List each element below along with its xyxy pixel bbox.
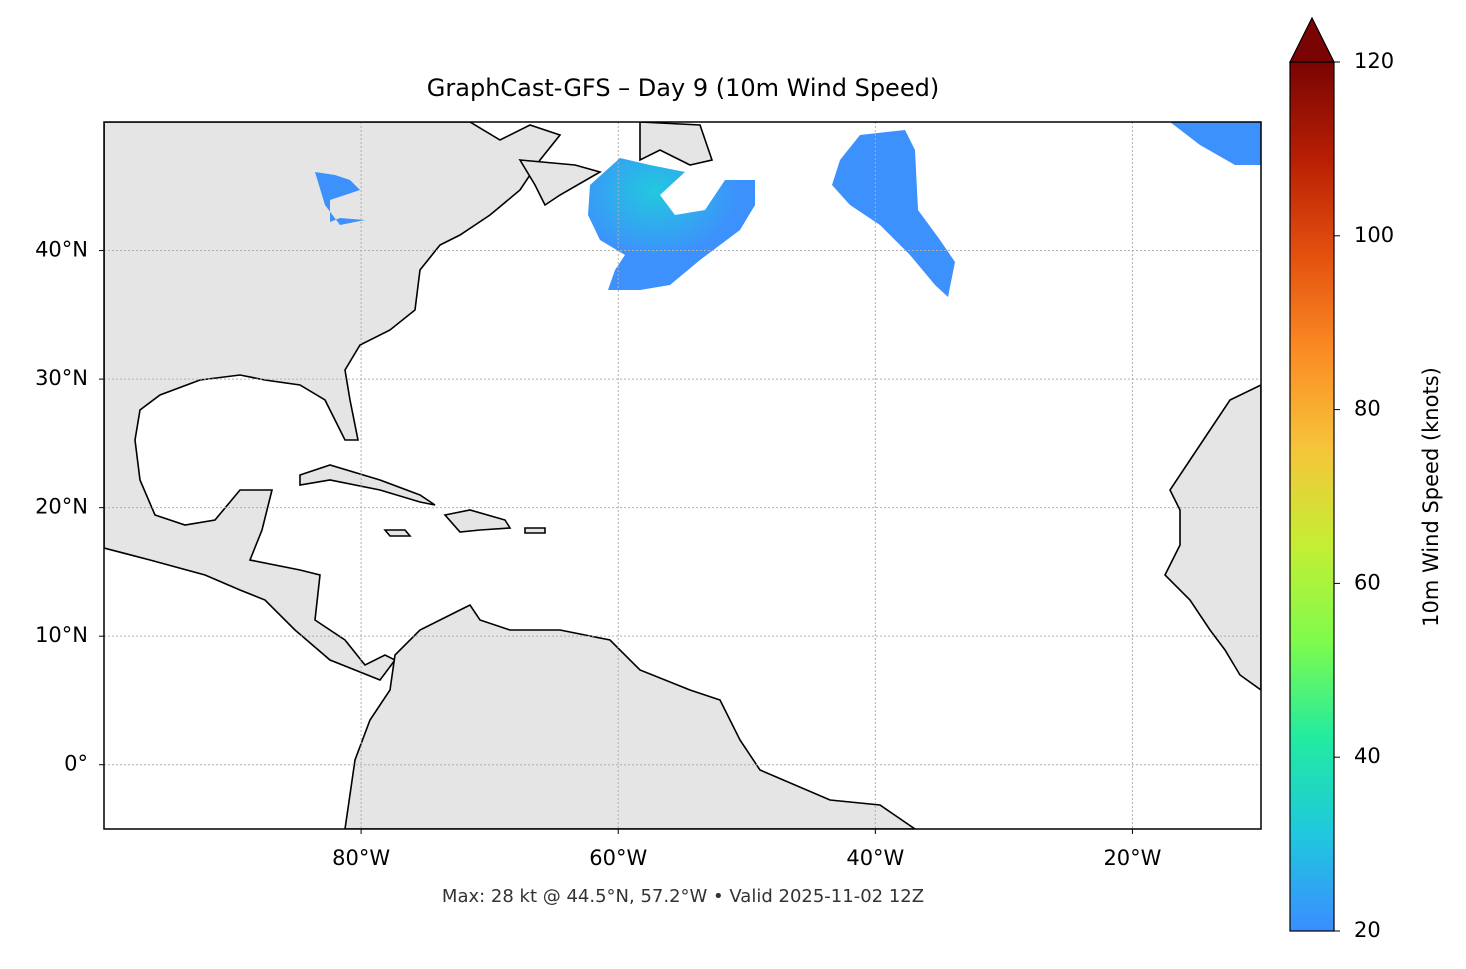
south-america	[344, 603, 917, 829]
chart-title: GraphCast-GFS – Day 9 (10m Wind Speed)	[427, 74, 939, 102]
colorbar-tick-label: 20	[1354, 918, 1381, 942]
y-tick-label: 10°N	[35, 623, 88, 647]
colorbar-tick-label: 120	[1354, 49, 1394, 73]
y-tick-label: 40°N	[35, 238, 88, 262]
colorbar	[1289, 61, 1335, 932]
jamaica	[383, 529, 412, 537]
footer-note: Max: 28 kt @ 44.5°N, 57.2°W • Valid 2025…	[442, 886, 924, 907]
wind-area	[832, 130, 955, 297]
hispaniola	[443, 509, 512, 533]
north-america	[104, 122, 562, 681]
colorbar-tick-label: 100	[1354, 223, 1394, 247]
x-tick-label: 20°W	[1103, 846, 1161, 870]
africa	[1164, 384, 1261, 691]
y-tick-label: 20°N	[35, 495, 88, 519]
map-area	[104, 122, 1261, 829]
nova-scotia	[518, 159, 603, 207]
y-tick-label: 30°N	[35, 366, 88, 390]
puerto-rico	[524, 527, 546, 534]
colorbar-extend	[1289, 16, 1335, 63]
wind-area	[1170, 122, 1261, 165]
x-tick-label: 60°W	[589, 846, 647, 870]
cuba	[299, 464, 436, 506]
colorbar-tick-label: 60	[1354, 570, 1381, 594]
wind-area	[588, 158, 755, 290]
newfoundland	[639, 122, 714, 166]
great-lakes-wind	[315, 172, 365, 225]
x-tick-label: 40°W	[846, 846, 904, 870]
colorbar-tick-label: 40	[1354, 744, 1381, 768]
colorbar-tick-label: 80	[1354, 397, 1381, 421]
y-tick-label: 0°	[64, 752, 88, 776]
map-frame	[103, 121, 1262, 830]
colorbar-label: 10m Wind Speed (knots)	[1419, 367, 1443, 627]
x-tick-label: 80°W	[332, 846, 390, 870]
